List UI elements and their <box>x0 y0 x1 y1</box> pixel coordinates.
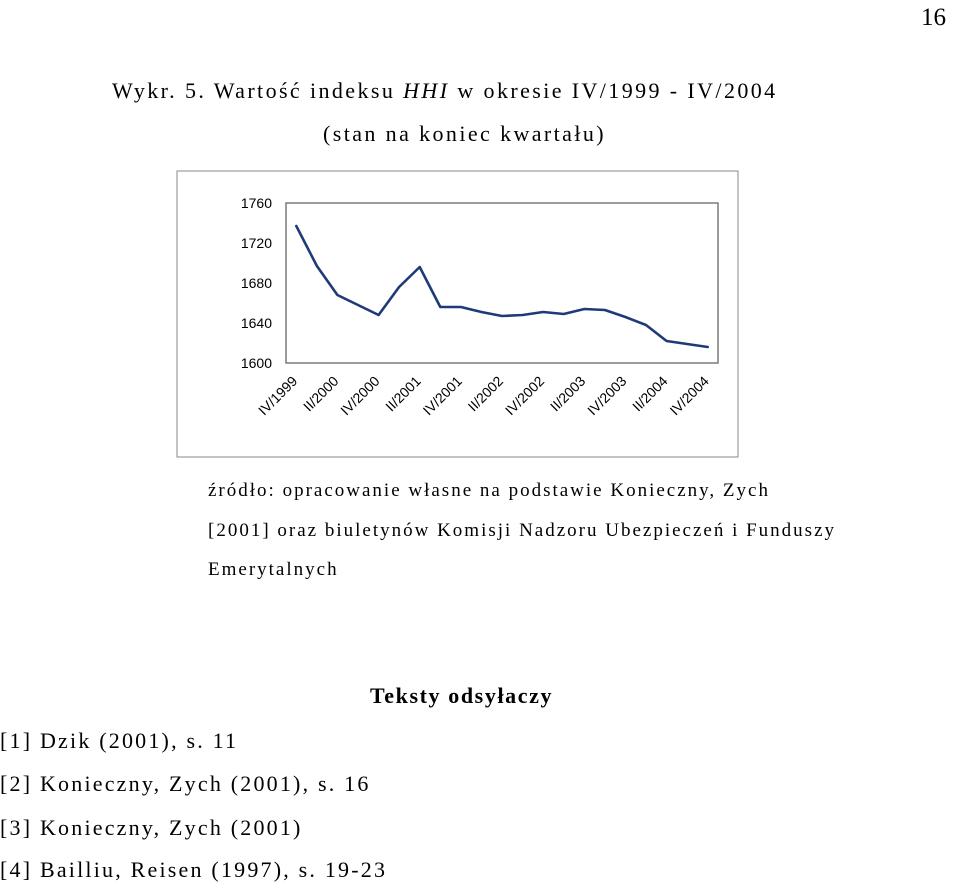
y-axis: 1600 1640 1680 1720 1760 <box>241 195 272 371</box>
source-note-line-2: [2001] oraz biuletynów Komisji Nadzoru U… <box>208 520 837 541</box>
y-tick-label: 1640 <box>241 315 272 331</box>
chart-subtitle: (stan na koniec kwartału) <box>323 121 606 146</box>
source-note-line-3: Emerytalnych <box>208 559 339 580</box>
footnotes-heading: Teksty odsyłaczy <box>370 683 554 708</box>
footnote-item: [3] Konieczny, Zych (2001) <box>0 815 303 840</box>
plot-area <box>285 202 719 364</box>
source-note-line-1: źródło: opracowanie własne na podstawie … <box>208 480 770 501</box>
footnote-item: [1] Dzik (2001), s. 11 <box>0 728 239 753</box>
footnote-item: [4] Bailliu, Reisen (1997), s. 19-23 <box>0 857 388 882</box>
y-tick-label: 1720 <box>241 235 272 251</box>
chart-title-index: HHI <box>403 78 450 103</box>
page-number: 16 <box>921 4 946 31</box>
y-tick-label: 1680 <box>241 275 272 291</box>
series <box>294 224 710 349</box>
chart-title: Wykr. 5. Wartość indeksu HHI w okresie I… <box>112 78 778 104</box>
chart-title-prefix: Wykr. 5. Wartość indeksu <box>112 78 404 103</box>
footnote-item: [2] Konieczny, Zych (2001), s. 16 <box>0 771 371 796</box>
y-tick-label: 1600 <box>241 355 272 371</box>
series-line <box>294 224 710 349</box>
chart-title-suffix: w okresie IV/1999 - IV/2004 <box>449 78 778 103</box>
y-tick-label: 1760 <box>241 195 272 211</box>
